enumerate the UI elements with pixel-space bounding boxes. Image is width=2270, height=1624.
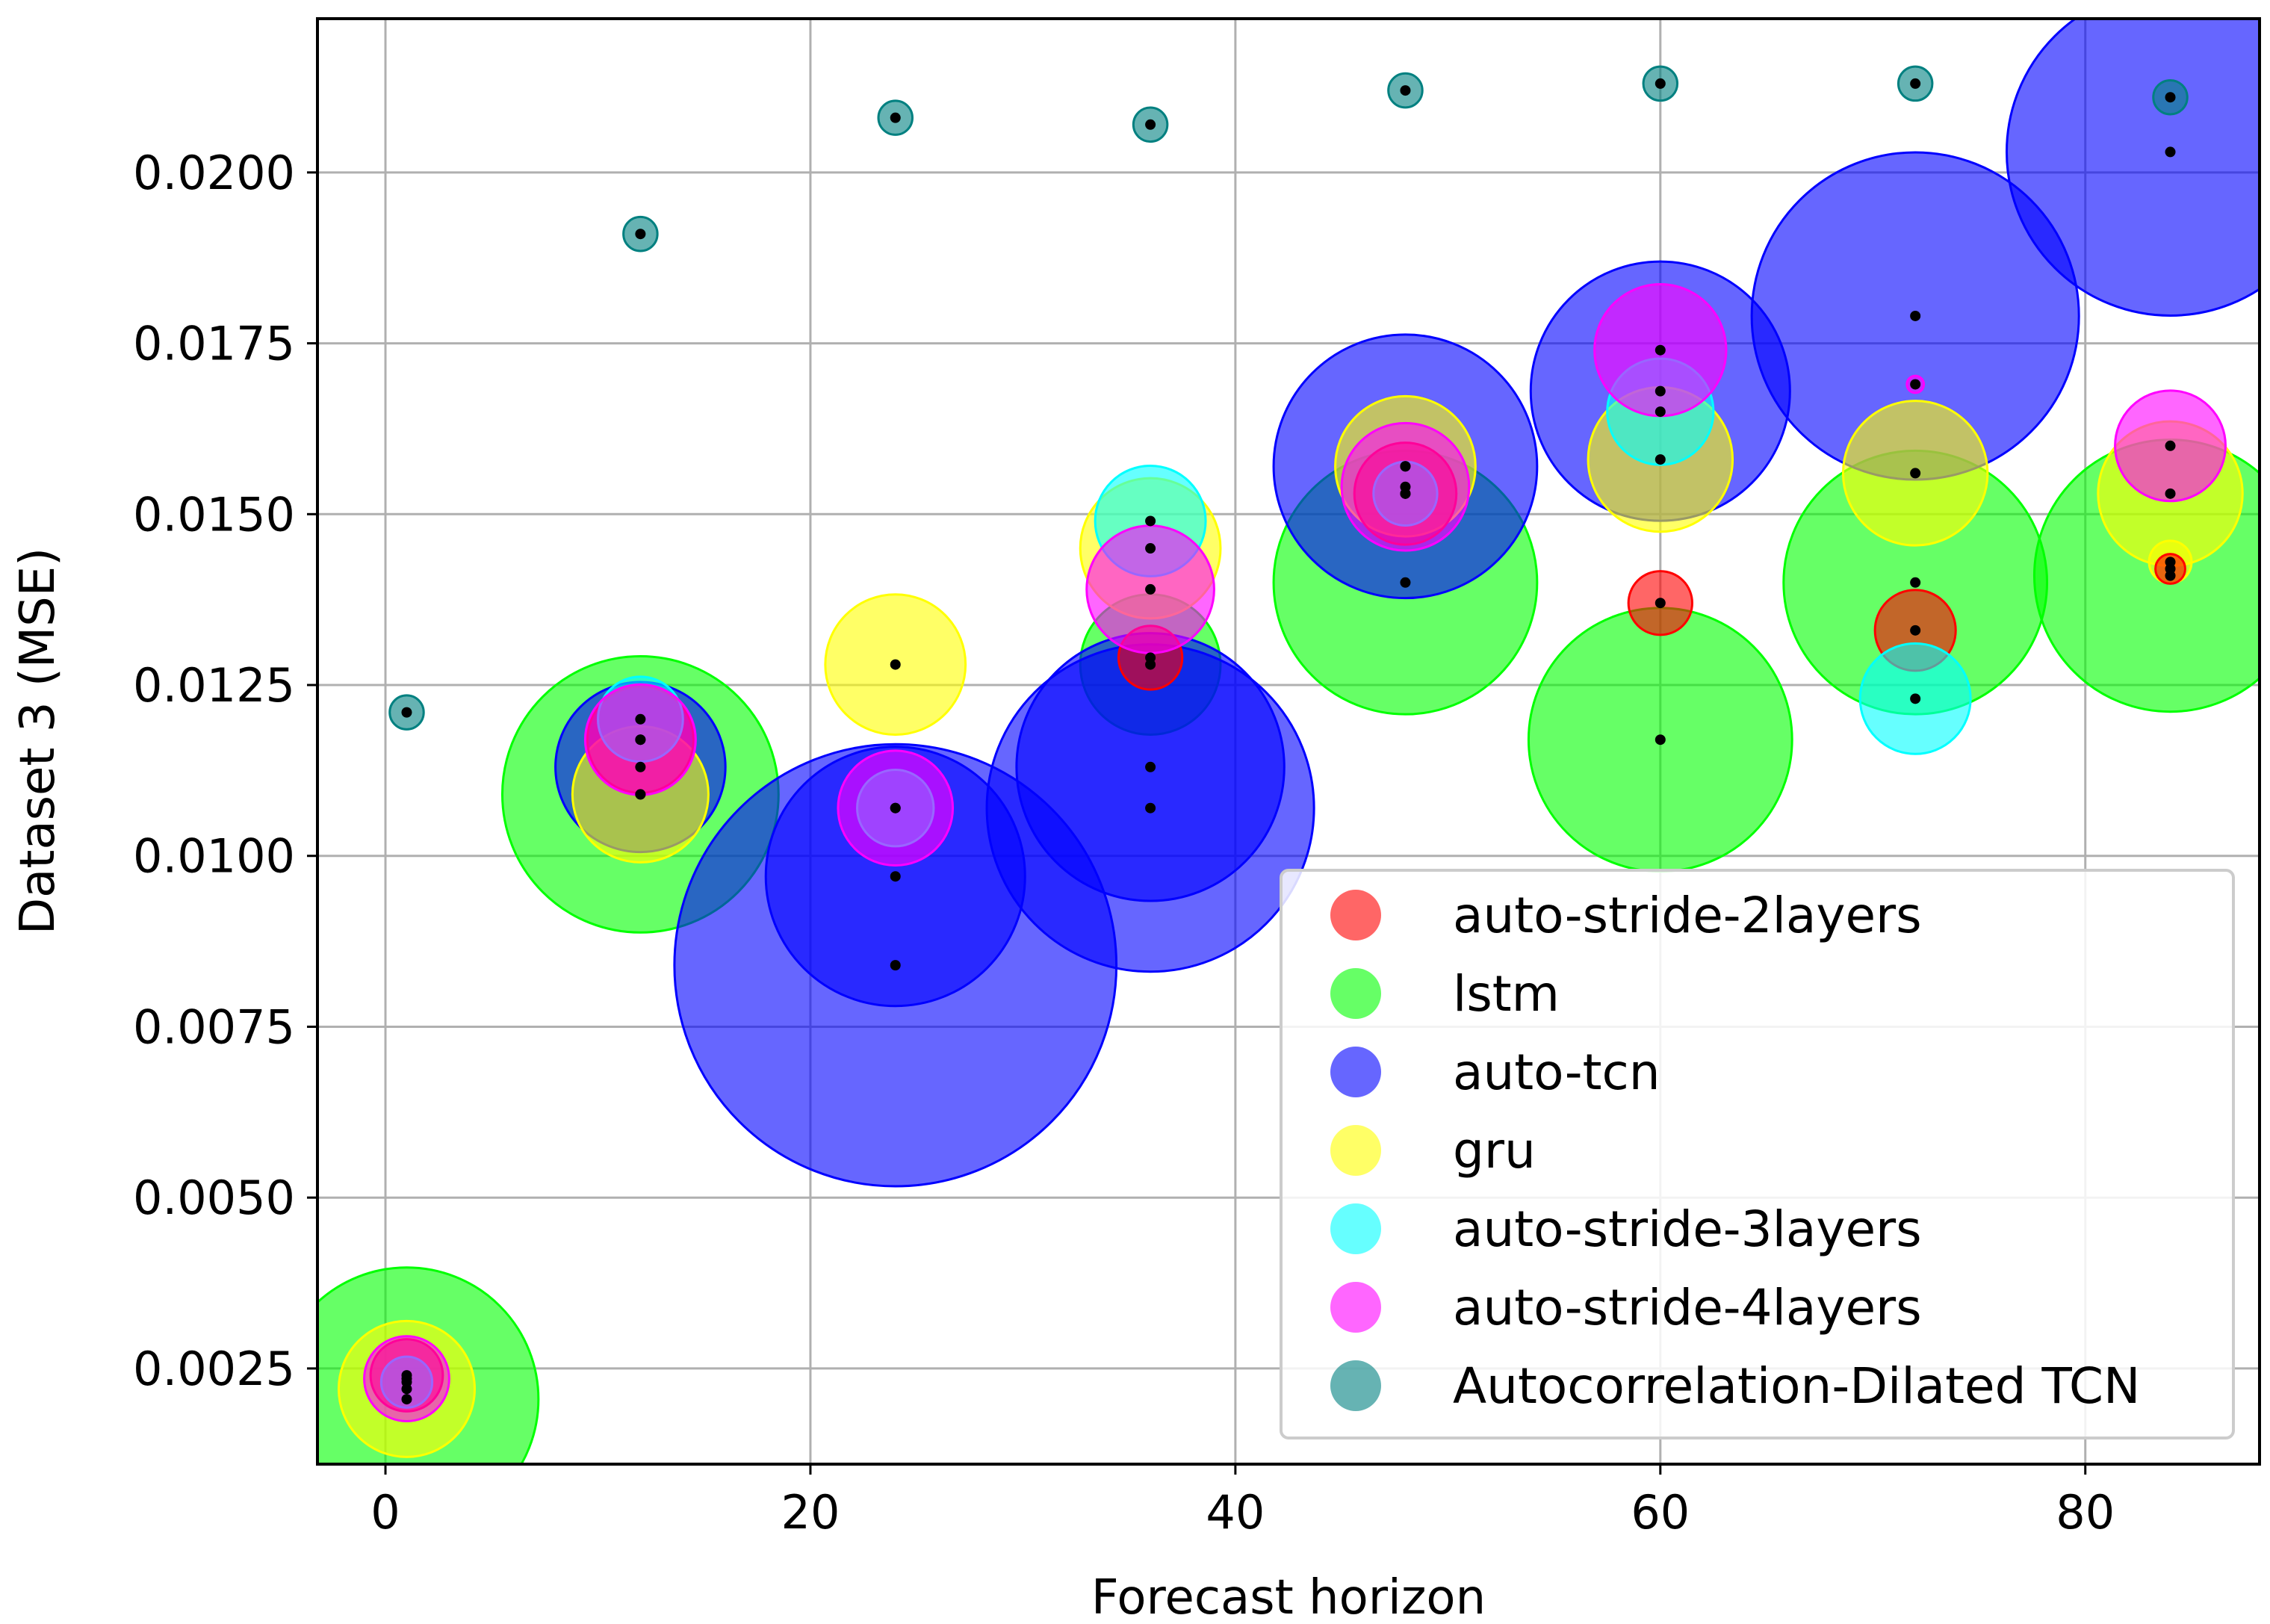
center-dot [890, 659, 901, 670]
x-tick-label: 80 [2056, 1485, 2115, 1540]
y-tick-label: 0.0075 [133, 999, 295, 1054]
center-dot [1145, 761, 1156, 772]
legend-label: auto-stride-4layers [1453, 1279, 1922, 1336]
center-dot [1910, 468, 1921, 479]
legend-box [1280, 869, 2235, 1439]
legend-label: auto-stride-2layers [1453, 887, 1922, 944]
y-tick-label: 0.0050 [133, 1171, 295, 1225]
legend-marker [1330, 1125, 1381, 1176]
center-dot [635, 761, 646, 772]
center-dot [635, 229, 646, 240]
center-dot [1145, 652, 1156, 663]
y-axis-label: Dataset 3 (MSE) [10, 548, 66, 935]
center-dot [2165, 563, 2176, 574]
center-dot [1910, 379, 1921, 390]
center-dots [401, 78, 2176, 1405]
y-axis: 0.0025 0.0050 0.0075 0.0100 0.0125 0.0150 0.01… [133, 146, 317, 1396]
center-dot [1145, 119, 1156, 130]
x-tick-label: 60 [1631, 1485, 1690, 1540]
center-dot [890, 871, 901, 882]
center-dot [635, 713, 646, 725]
center-dot [2165, 146, 2176, 158]
center-dot [1655, 344, 1666, 356]
x-tick-label: 20 [781, 1485, 840, 1540]
center-dot [2165, 92, 2176, 103]
center-dot [401, 1373, 412, 1384]
center-dot [1655, 406, 1666, 418]
y-tick-label: 0.0150 [133, 487, 295, 542]
center-dot [2165, 440, 2176, 451]
legend-label: Autocorrelation-Dilated TCN [1453, 1357, 2140, 1415]
center-dot [1655, 598, 1666, 609]
center-dot [1145, 543, 1156, 554]
center-dot [635, 734, 646, 746]
y-tick-label: 0.0125 [133, 658, 295, 713]
legend-label: gru [1453, 1122, 1536, 1180]
center-dot [890, 960, 901, 971]
bubble [2006, 19, 2260, 317]
center-dot [1655, 454, 1666, 465]
bubbles [317, 19, 2260, 1464]
center-dot [1145, 802, 1156, 813]
center-dot [1400, 461, 1411, 472]
legend-marker [1330, 968, 1381, 1019]
legend: auto-stride-2layers lstm auto-tcn gru auto-s… [1280, 869, 2235, 1439]
legend-marker [1330, 1360, 1381, 1411]
center-dot [1400, 85, 1411, 96]
legend-marker [1330, 890, 1381, 940]
center-dot [890, 112, 901, 123]
x-tick-label: 40 [1206, 1485, 1265, 1540]
center-dot [1145, 515, 1156, 527]
legend-marker [1330, 1282, 1381, 1333]
y-tick-label: 0.0025 [133, 1342, 295, 1396]
legend-label: auto-stride-3layers [1453, 1200, 1922, 1258]
center-dot [1910, 78, 1921, 89]
center-dot [1910, 310, 1921, 321]
center-dot [1655, 78, 1666, 89]
x-tick-label: 0 [370, 1485, 400, 1540]
x-axis: 0 20 40 60 80 [370, 1464, 2115, 1540]
center-dot [1655, 734, 1666, 746]
center-dot [1400, 481, 1411, 492]
center-dot [635, 789, 646, 800]
center-dot [1655, 385, 1666, 397]
y-tick-label: 0.0100 [133, 829, 295, 884]
center-dot [401, 1394, 412, 1405]
center-dot [2165, 488, 2176, 499]
legend-label: lstm [1453, 965, 1560, 1023]
center-dot [1910, 693, 1921, 704]
center-dot [1910, 625, 1921, 636]
center-dot [401, 707, 412, 718]
legend-marker [1330, 1203, 1381, 1254]
legend-label: auto-tcn [1453, 1044, 1660, 1101]
y-tick-label: 0.0175 [133, 317, 295, 371]
center-dot [890, 802, 901, 813]
center-dot [1400, 577, 1411, 588]
plot-frame [316, 17, 2261, 1466]
x-axis-label: Forecast horizon [1091, 1570, 1486, 1624]
center-dot [1910, 577, 1921, 588]
center-dot [1145, 583, 1156, 595]
y-tick-label: 0.0200 [133, 146, 295, 200]
legend-marker [1330, 1047, 1381, 1097]
